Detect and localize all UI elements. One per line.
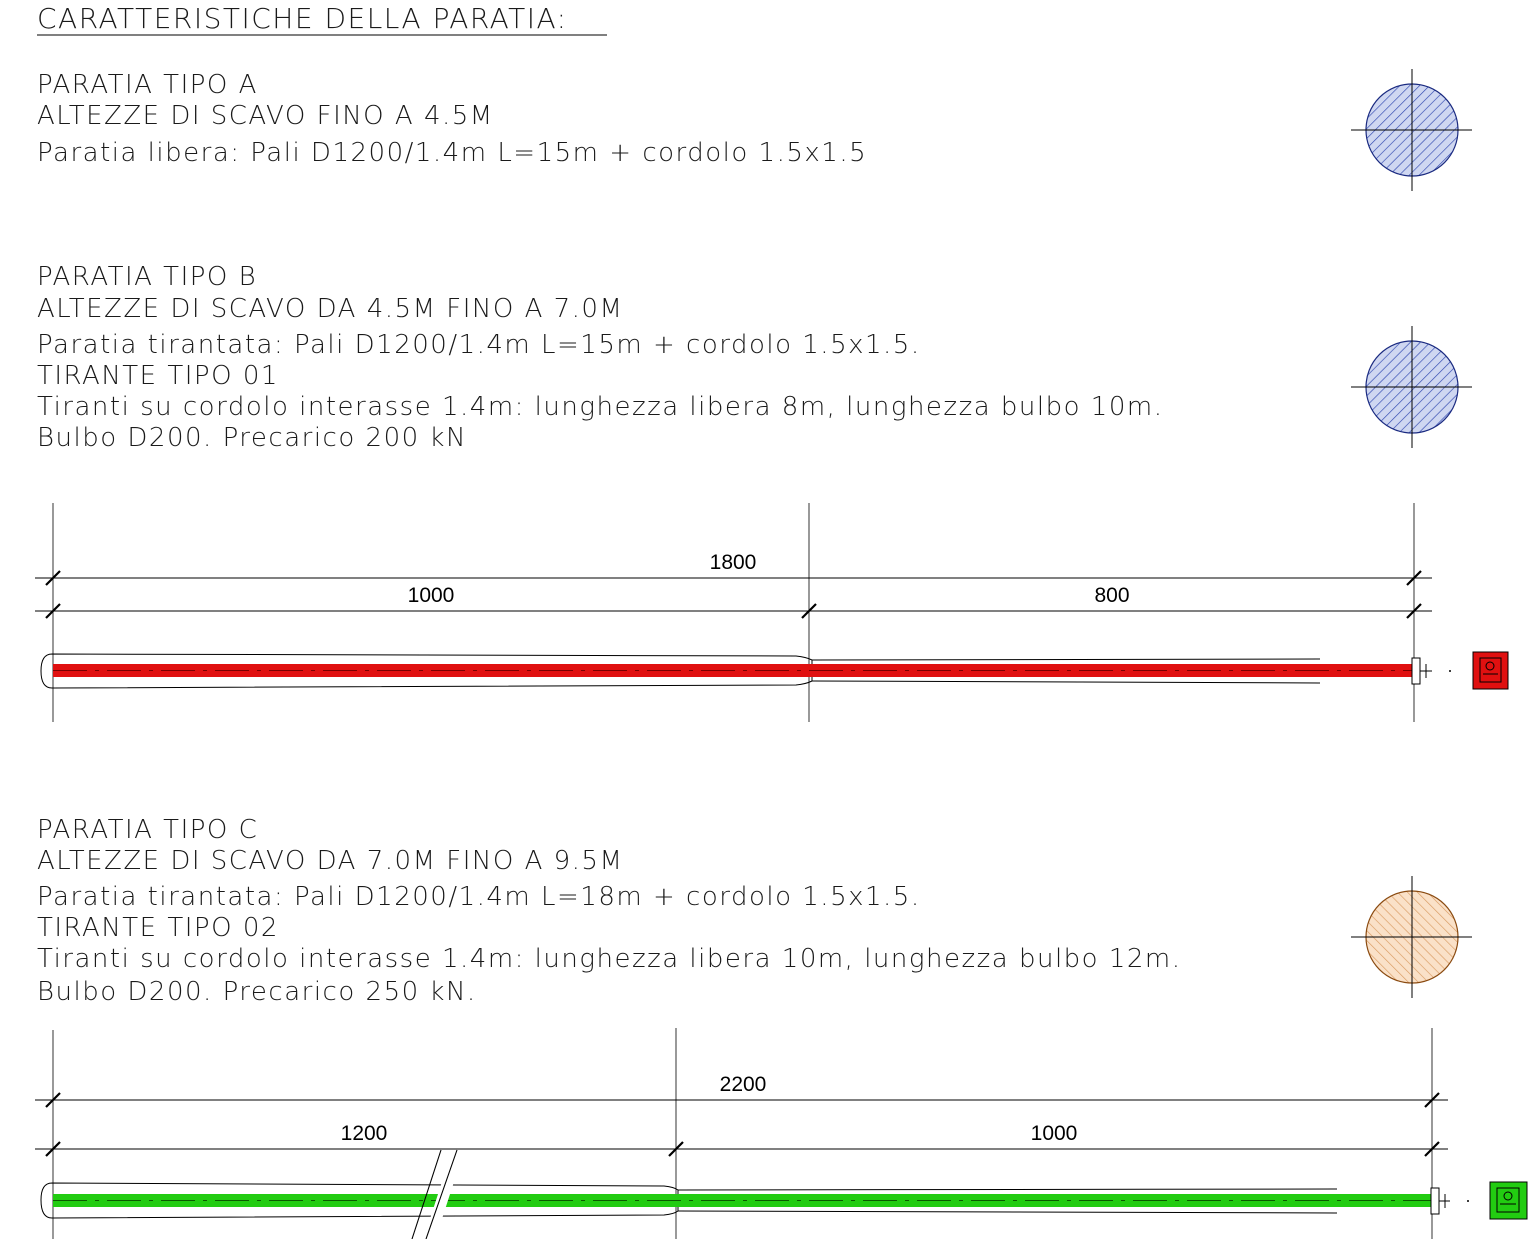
tipo-c-anchor-head-icon	[1430, 1187, 1440, 1215]
tipo-b-dim-bulb: 1000	[408, 584, 455, 607]
tipo-b-anchor-head-icon	[1411, 657, 1421, 685]
tipo-b-dim-free: 800	[1094, 584, 1129, 607]
tipo-a-pile-section-icon	[1351, 69, 1472, 191]
tipo-b-block: PARATIA TIPO B ALTEZZE DI SCAVO DA 4.5M …	[37, 262, 1163, 453]
tipo-a-block: PARATIA TIPO A ALTEZZE DI SCAVO FINO A 4…	[37, 70, 867, 168]
tipo-b-scavo: ALTEZZE DI SCAVO DA 4.5M FINO A 7.0M	[37, 294, 623, 324]
tipo-c-scavo: ALTEZZE DI SCAVO DA 7.0M FINO A 9.5M	[37, 846, 623, 876]
tipo-c-anchor-legend-icon	[1489, 1181, 1528, 1220]
tipo-c-tendon	[53, 1194, 1431, 1207]
tipo-a-heading: PARATIA TIPO A	[37, 70, 258, 100]
tipo-a-scavo: ALTEZZE DI SCAVO FINO A 4.5M	[37, 101, 494, 131]
tipo-b-heading: PARATIA TIPO B	[37, 262, 257, 292]
tipo-c-heading: PARATIA TIPO C	[37, 815, 258, 845]
tipo-c-bulb-outline	[40, 1182, 679, 1219]
page-title: CARATTERISTICHE DELLA PARATIA:	[37, 2, 568, 35]
tipo-c-break-symbol-icon	[411, 1149, 458, 1239]
tipo-b-tirante: TIRANTE TIPO 01	[37, 361, 279, 391]
tipo-b-bulbo: Bulbo D200. Precarico 200 kN	[37, 423, 467, 453]
tipo-c-tiranti-descr: Tiranti su cordolo interasse 1.4m: lungh…	[37, 944, 1182, 974]
tipo-c-descr: Paratia tirantata: Pali D1200/1.4m L=18m…	[37, 882, 921, 912]
tipo-c-anchor-drawing: 2200 1200 1000	[35, 1028, 1528, 1239]
tipo-b-bulb-outline	[40, 653, 813, 689]
tipo-c-block: PARATIA TIPO C ALTEZZE DI SCAVO DA 7.0M …	[37, 815, 1182, 1007]
tipo-b-dim-total: 1800	[710, 551, 757, 574]
tipo-c-dim-total: 2200	[720, 1073, 767, 1096]
tipo-c-tirante: TIRANTE TIPO 02	[37, 913, 279, 943]
tipo-c-bulbo: Bulbo D200. Precarico 250 kN.	[37, 977, 477, 1007]
tipo-b-anchor-drawing: 1800 1000 800	[35, 503, 1509, 722]
tipo-c-pile-section-icon	[1351, 876, 1472, 998]
tipo-c-dim-free: 1000	[1031, 1122, 1078, 1145]
tipo-b-pile-section-icon	[1351, 326, 1472, 448]
tipo-a-descr: Paratia libera: Pali D1200/1.4m L=15m + …	[37, 138, 867, 168]
tipo-b-tiranti-descr: Tiranti su cordolo interasse 1.4m: lungh…	[37, 392, 1163, 422]
tipo-b-anchor-legend-icon	[1472, 651, 1509, 690]
tipo-c-dim-bulb: 1200	[341, 1122, 388, 1145]
tipo-b-descr: Paratia tirantata: Pali D1200/1.4m L=15m…	[37, 330, 921, 360]
